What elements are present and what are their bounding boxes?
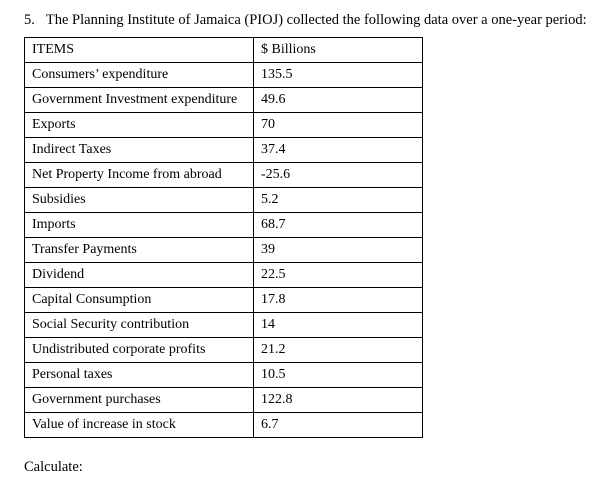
item-cell: Subsidies: [24, 187, 254, 213]
table-row: Indirect Taxes 37.4: [24, 137, 423, 163]
table-row: Imports 68.7: [24, 212, 423, 238]
item-cell: Government purchases: [24, 387, 254, 413]
table-row: Subsidies 5.2: [24, 187, 423, 213]
value-cell: 37.4: [253, 137, 423, 163]
table-row: Transfer Payments 39: [24, 237, 423, 263]
table-row: Government Investment expenditure 49.6: [24, 87, 423, 113]
value-cell: 14: [253, 312, 423, 338]
table-row: Government purchases 122.8: [24, 387, 423, 413]
table-row: Dividend 22.5: [24, 262, 423, 288]
question-body: The Planning Institute of Jamaica (PIOJ)…: [45, 12, 587, 28]
item-cell: Value of increase in stock: [24, 412, 254, 438]
item-cell: Capital Consumption: [24, 287, 254, 313]
item-cell: Dividend: [24, 262, 254, 288]
value-cell: -25.6: [253, 162, 423, 188]
item-cell: Personal taxes: [24, 362, 254, 388]
table-row: Undistributed corporate profits 21.2: [24, 337, 423, 363]
value-cell: 70: [253, 112, 423, 138]
item-cell: Transfer Payments: [24, 237, 254, 263]
value-cell: 10.5: [253, 362, 423, 388]
question-text: 5. The Planning Institute of Jamaica (PIO…: [24, 11, 615, 29]
value-cell: 5.2: [253, 187, 423, 213]
item-cell: Consumers’ expenditure: [24, 62, 254, 88]
value-cell: 135.5: [253, 62, 423, 88]
item-cell: Social Security contribution: [24, 312, 254, 338]
item-cell: Government Investment expenditure: [24, 87, 254, 113]
header-billions: $ Billions: [253, 37, 423, 63]
table-row: Capital Consumption 17.8: [24, 287, 423, 313]
value-cell: 6.7: [253, 412, 423, 438]
item-cell: Undistributed corporate profits: [24, 337, 254, 363]
table-header-row: ITEMS $ Billions: [24, 37, 423, 63]
value-cell: 49.6: [253, 87, 423, 113]
value-cell: 68.7: [253, 212, 423, 238]
table-row: Value of increase in stock 6.7: [24, 412, 423, 438]
item-cell: Exports: [24, 112, 254, 138]
table-row: Net Property Income from abroad -25.6: [24, 162, 423, 188]
item-cell: Indirect Taxes: [24, 137, 254, 163]
value-cell: 122.8: [253, 387, 423, 413]
value-cell: 39: [253, 237, 423, 263]
item-cell: Net Property Income from abroad: [24, 162, 254, 188]
question-number: 5.: [24, 12, 35, 28]
table-row: Social Security contribution 14: [24, 312, 423, 338]
table-row: Consumers’ expenditure 135.5: [24, 62, 423, 88]
value-cell: 21.2: [253, 337, 423, 363]
value-cell: 22.5: [253, 262, 423, 288]
item-cell: Imports: [24, 212, 254, 238]
table-row: Personal taxes 10.5: [24, 362, 423, 388]
value-cell: 17.8: [253, 287, 423, 313]
header-items: ITEMS: [24, 37, 254, 63]
table-row: Exports 70: [24, 112, 423, 138]
data-table: ITEMS $ Billions Consumers’ expenditure …: [24, 37, 423, 438]
calculate-label: Calculate:: [24, 459, 83, 475]
